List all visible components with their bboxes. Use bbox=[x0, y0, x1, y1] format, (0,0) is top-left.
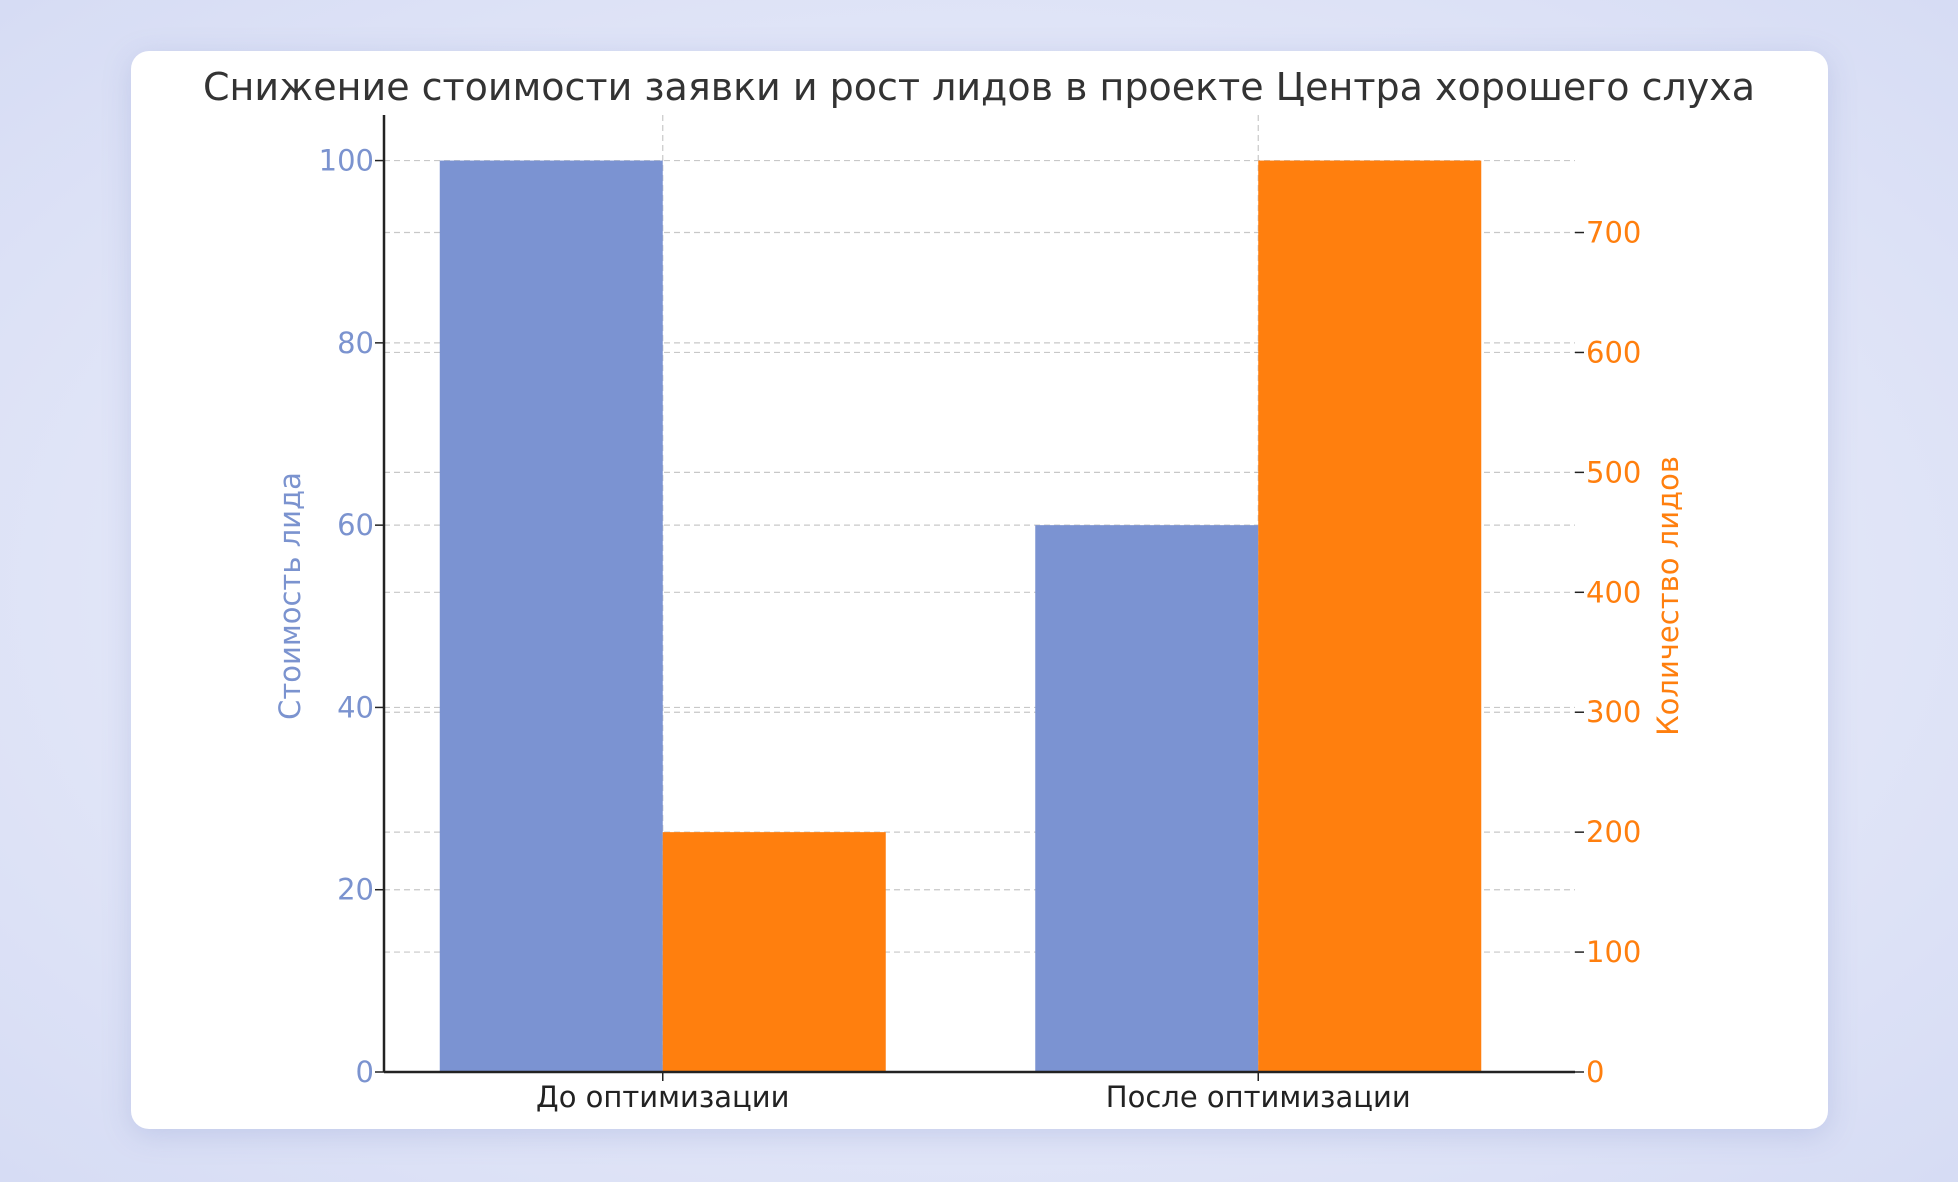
tick-labels: 0 20 40 60 80 100 0 100 200 300 400 500 600 700 До опт… bbox=[319, 144, 1642, 1114]
bar bbox=[439, 160, 663, 1073]
chart-title: Снижение стоимости заявки и рост лидов в… bbox=[203, 65, 1755, 109]
bar bbox=[662, 832, 886, 1072]
tick-label-right: 200 bbox=[1586, 815, 1641, 849]
bars bbox=[439, 160, 1482, 1073]
x-tick-label: До оптимизации bbox=[536, 1080, 789, 1114]
chart-card bbox=[131, 51, 1828, 1129]
bar bbox=[1258, 160, 1482, 1073]
x-tick-label: После оптимизации bbox=[1106, 1080, 1411, 1114]
tick-label-right: 0 bbox=[1586, 1055, 1604, 1089]
tick-label-left: 40 bbox=[337, 690, 374, 724]
tick-label-right: 100 bbox=[1586, 935, 1641, 969]
tick-label-left: 100 bbox=[319, 144, 374, 178]
y-axis-right-label: Количество лидов bbox=[1651, 456, 1685, 736]
bar bbox=[1035, 525, 1259, 1072]
tick-label-right: 400 bbox=[1586, 575, 1641, 609]
tick-label-left: 20 bbox=[337, 873, 374, 907]
tick-label-left: 60 bbox=[337, 508, 374, 542]
axes bbox=[375, 115, 1584, 1081]
tick-label-right: 500 bbox=[1586, 455, 1641, 489]
y-axis-left-label: Стоимость лида bbox=[273, 472, 307, 720]
tick-label-right: 300 bbox=[1586, 695, 1641, 729]
tick-label-left: 80 bbox=[337, 326, 374, 360]
tick-label-right: 700 bbox=[1586, 216, 1641, 250]
tick-label-left: 0 bbox=[356, 1055, 374, 1089]
tick-label-right: 600 bbox=[1586, 335, 1641, 369]
